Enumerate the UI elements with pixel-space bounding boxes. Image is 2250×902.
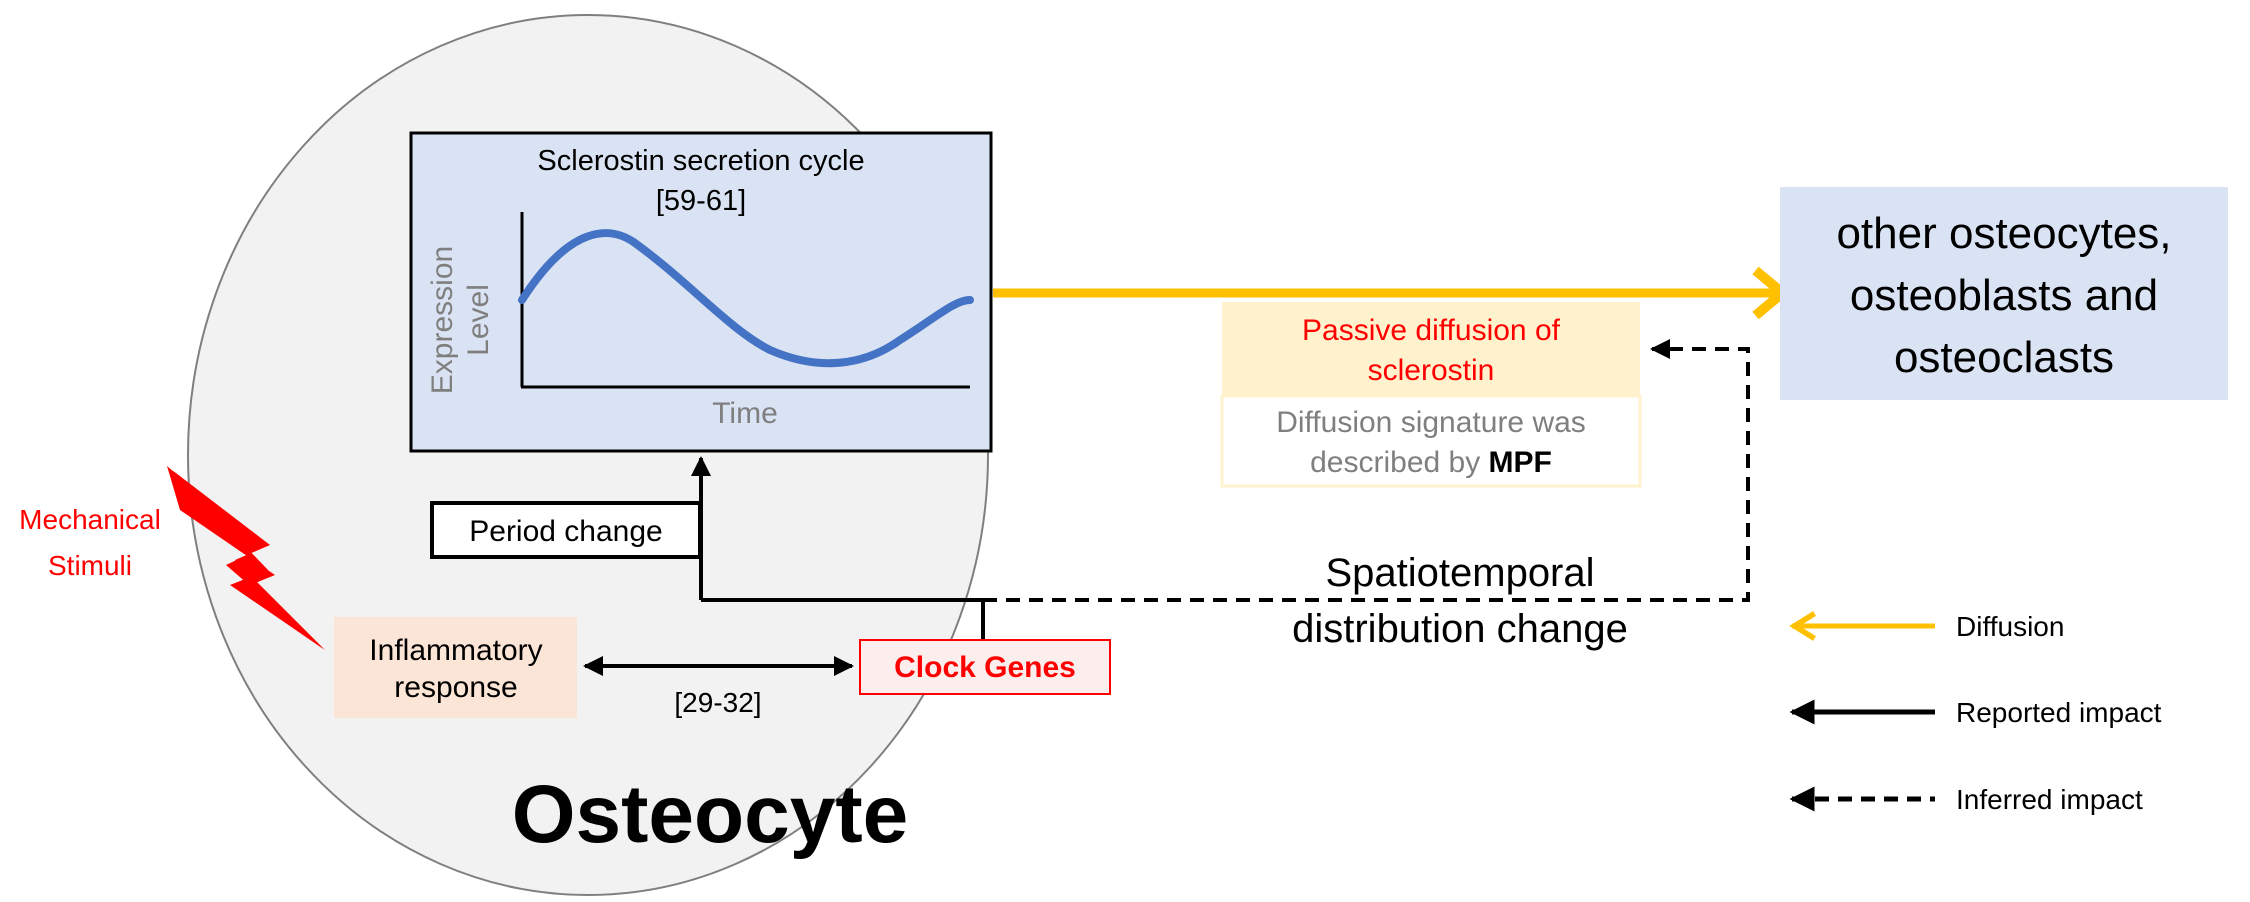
inflammatory-label-line1: Inflammatory bbox=[369, 634, 542, 667]
osteocyte-label: Osteocyte bbox=[512, 769, 909, 860]
expression-curve bbox=[518, 229, 974, 368]
inferred-impact-path bbox=[983, 339, 1750, 602]
legend-inferred-label: Inferred impact bbox=[1956, 784, 2143, 815]
diffusion-note-prefix: described by bbox=[1310, 446, 1488, 479]
secretion-title: Sclerostin secretion cycle bbox=[537, 145, 864, 177]
chart-y-label-line1: Expression bbox=[426, 246, 459, 394]
clock-genes-box bbox=[859, 639, 1111, 695]
diffusion-note-line1: Diffusion signature was bbox=[1276, 406, 1586, 439]
passive-diffusion-box bbox=[1222, 302, 1640, 396]
inflammatory-box bbox=[334, 617, 577, 718]
secretion-cycle-frame bbox=[409, 131, 993, 453]
legend-diffusion-label: Diffusion bbox=[1956, 611, 2064, 642]
spatiotemporal-label-line1: Spatiotemporal bbox=[1325, 551, 1594, 595]
clock-genes-label: Clock Genes bbox=[894, 651, 1076, 684]
inflammatory-label-line2: response bbox=[394, 671, 517, 704]
period-change-label: Period change bbox=[469, 515, 662, 548]
link-reference: [29-32] bbox=[674, 687, 761, 718]
stimulus-label-line1: Mechanical bbox=[19, 504, 161, 535]
stimulus-label-line2: Stimuli bbox=[48, 550, 132, 581]
legend: Diffusion Reported impact Inferred impac… bbox=[1789, 611, 2162, 815]
spatiotemporal-label-line2: distribution change bbox=[1292, 607, 1628, 651]
chart-x-label: Time bbox=[712, 397, 778, 430]
target-cells-line3: osteoclasts bbox=[1894, 333, 2114, 382]
lightning-bolt-fill bbox=[172, 470, 325, 650]
passive-diffusion-note-box bbox=[1220, 394, 1642, 488]
target-cells-line1: other osteocytes, bbox=[1836, 209, 2171, 258]
secretion-reference: [59-61] bbox=[656, 185, 746, 217]
target-cells-box bbox=[1780, 187, 2228, 400]
legend-reported-label: Reported impact bbox=[1956, 697, 2162, 728]
target-cells-line2: osteoblasts and bbox=[1850, 271, 2158, 320]
diffusion-note-line2: described by MPF bbox=[1310, 446, 1552, 479]
chart-y-label-line2: Level bbox=[462, 284, 495, 356]
diffusion-note-mpf: MPF bbox=[1489, 446, 1552, 479]
passive-diffusion-label-line2: sclerostin bbox=[1368, 354, 1495, 387]
period-change-box bbox=[430, 501, 702, 559]
passive-diffusion-label-line1: Passive diffusion of bbox=[1302, 314, 1561, 347]
